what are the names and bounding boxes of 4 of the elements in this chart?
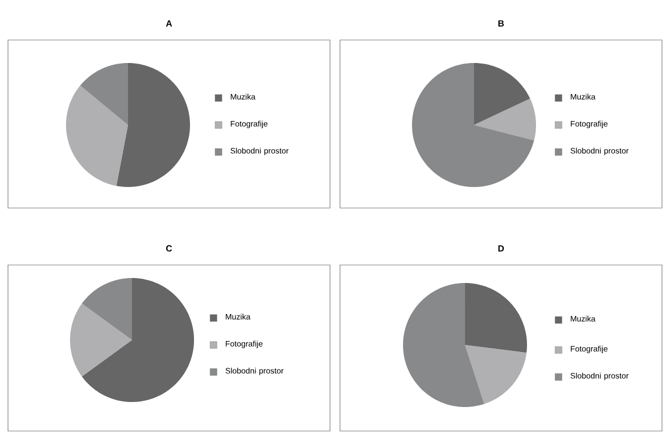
chart-title: D <box>498 245 504 252</box>
chart-title: C <box>166 245 172 252</box>
chart-title: B <box>498 20 504 27</box>
chart-title: A <box>166 20 172 27</box>
